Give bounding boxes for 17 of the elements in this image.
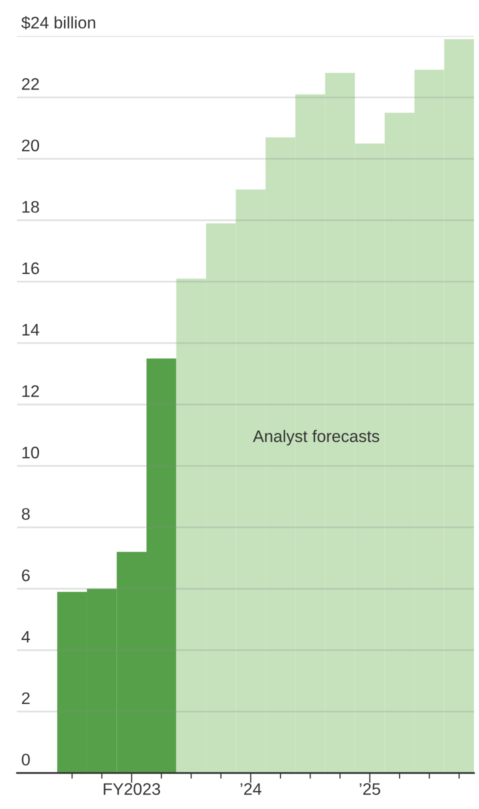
y-tick-label: 18 [22, 200, 39, 213]
y-tick-label: $24 billion [21, 16, 96, 30]
y-tick-label: 2 [22, 692, 30, 704]
x-tick-label: ’25 [360, 783, 380, 795]
y-tick-label: 14 [22, 324, 40, 336]
y-tick-label: 8 [22, 508, 30, 520]
y-tick-label: 4 [22, 631, 30, 643]
x-tick-label: ’24 [240, 783, 262, 795]
x-tick-label: FY2023 [104, 783, 160, 795]
y-tick-label: 16 [22, 262, 39, 274]
y-tick-label: 10 [22, 446, 40, 458]
annotation: Analyst forecasts [252, 430, 380, 446]
y-tick-label: 6 [22, 569, 30, 582]
y-tick-label: 22 [22, 78, 39, 90]
y-tick-label: 20 [22, 140, 40, 152]
y-tick-label: 12 [22, 385, 39, 397]
y-tick-label: 0 [22, 754, 30, 766]
